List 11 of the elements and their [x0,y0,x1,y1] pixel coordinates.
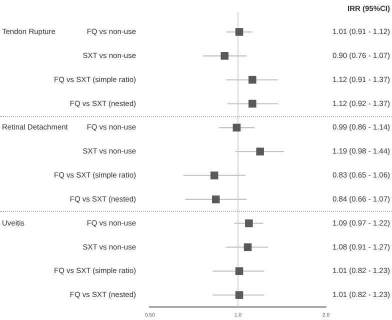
point [245,219,253,228]
point [235,28,244,36]
point [232,124,241,132]
point [248,76,256,84]
point [212,195,220,204]
point [210,172,218,180]
point [248,100,256,108]
point [235,291,244,299]
point [244,243,252,252]
point [235,267,244,276]
point [220,52,229,60]
